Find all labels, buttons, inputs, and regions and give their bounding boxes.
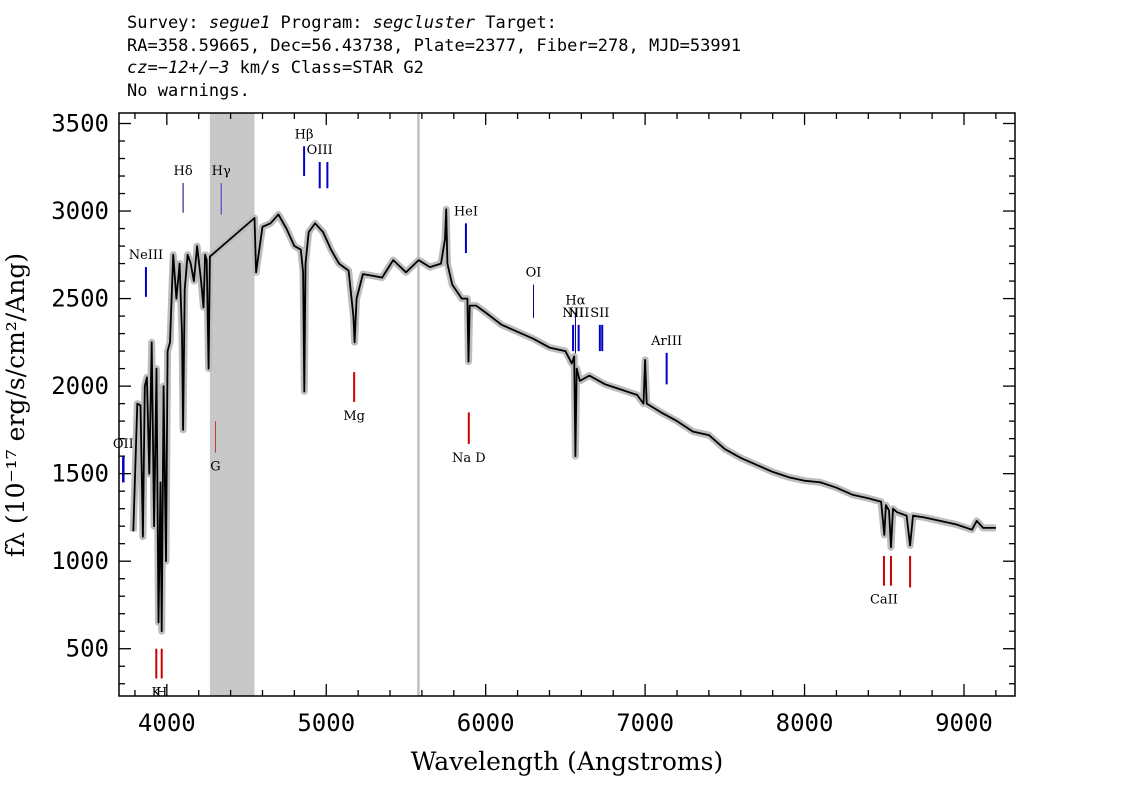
- y-tick-label: 2000: [51, 372, 109, 400]
- marker-label-8: OI: [526, 266, 542, 281]
- x-axis: 4000 5000 6000 7000 8000 9000: [134, 113, 997, 737]
- marker-label-9: NII: [562, 306, 584, 321]
- marker-label-19: Na D: [452, 451, 486, 466]
- target-label: Target:: [475, 13, 557, 33]
- marker-label-4: Hβ: [295, 127, 314, 142]
- header-redshift-line: cz=−12+/−3 km/s Class=STAR G2: [127, 57, 741, 80]
- marker-label-5: OIII: [307, 143, 333, 158]
- cz-value: −12+/−3: [157, 58, 230, 78]
- spectrum-header: Survey: segue1 Program: segcluster Targe…: [127, 12, 741, 102]
- masked-region: [209, 113, 255, 696]
- header-coords-line: RA=358.59665, Dec=56.43738, Plate=2377, …: [127, 35, 742, 56]
- cz-label: cz: [127, 58, 148, 78]
- y-tick-label: 3000: [51, 197, 109, 225]
- y-tick-label: 1000: [51, 547, 109, 575]
- x-tick-label: 8000: [776, 709, 834, 737]
- class-label: km/s Class=STAR G2: [229, 58, 424, 78]
- x-axis-title: Wavelength (Angstroms): [411, 747, 723, 776]
- marker-label-1: NeIII: [129, 248, 163, 263]
- y-axis-title: fλ (10⁻¹⁷ erg/s/cm²/Ang): [1, 253, 30, 557]
- marker-label-11: NII: [568, 306, 590, 321]
- x-tick-label: 5000: [297, 709, 355, 737]
- marker-label-0: OII: [113, 437, 134, 452]
- y-tick-label: 2500: [51, 285, 109, 313]
- marker-label-18: Mg: [343, 409, 365, 424]
- y-tick-label: 3500: [51, 110, 109, 138]
- program-value: segcluster: [372, 13, 476, 33]
- program-label: Program:: [270, 13, 373, 33]
- x-tick-label: 9000: [935, 709, 993, 737]
- x-tick-label: 7000: [616, 709, 674, 737]
- marker-label-16: H: [156, 685, 167, 700]
- flux-error-band: [129, 205, 996, 635]
- survey-value: segue1: [208, 13, 271, 33]
- marker-label-7: HeI: [454, 204, 478, 219]
- flux-line: [132, 208, 996, 633]
- header-survey-line: Survey: segue1 Program: segcluster Targe…: [127, 12, 741, 35]
- marker-label-3: Hγ: [212, 164, 231, 179]
- marker-label-15: K: [151, 685, 161, 700]
- marker-label-10: Hα: [565, 294, 585, 309]
- x-tick-label: 6000: [457, 709, 515, 737]
- marker-label-2: Hδ: [174, 164, 193, 179]
- marker-label-14: ArIII: [650, 334, 682, 349]
- cz-equals: =: [147, 58, 158, 78]
- y-axis: 500 1000 1500 2000 2500 3000 3500: [51, 110, 1015, 685]
- marker-label-17: G: [210, 460, 220, 475]
- y-tick-label: 1500: [51, 460, 109, 488]
- y-tick-label: 500: [66, 635, 109, 663]
- header-warnings-line: No warnings.: [127, 80, 250, 101]
- x-tick-label: 4000: [138, 709, 196, 737]
- marker-label-20: CaII: [870, 593, 898, 608]
- marker-label-12: SII: [590, 306, 609, 321]
- plot-frame: [118, 112, 1016, 697]
- survey-label: Survey:: [127, 13, 209, 33]
